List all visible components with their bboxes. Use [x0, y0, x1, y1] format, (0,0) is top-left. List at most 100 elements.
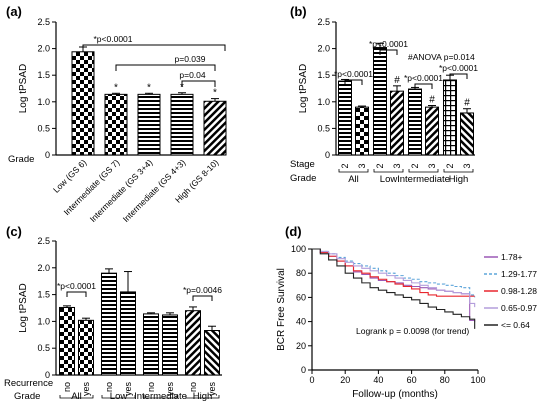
- panel-c-bar: [120, 291, 136, 376]
- panel-b-group-label: Low: [380, 174, 398, 185]
- panel-a-x-tick-label: Intermediate (GS 3+4): [88, 157, 155, 224]
- panel-c-annotation: *p=0.0046: [183, 285, 222, 295]
- panel-a-y-tick-label: 0.5: [37, 123, 50, 133]
- panel-d-x-tick-label: 100: [470, 375, 485, 385]
- panel-b-stage-label: 2: [340, 163, 350, 168]
- panel-c-bar: [78, 319, 94, 376]
- panel-c-group-bracket: [185, 395, 220, 399]
- panel-b-group-label: Intermediate: [397, 174, 450, 185]
- panel-a-bar-mark: *: [147, 82, 151, 93]
- panel-d-x-tick-label: 80: [440, 375, 450, 385]
- panel-b-annotation: *p<0.0001: [334, 69, 373, 79]
- panel-b-bar: [373, 47, 387, 156]
- panel-b-y-tick-label: 0: [325, 150, 330, 160]
- panel-a-bracket: [181, 80, 216, 87]
- panel-b-y-axis-label: Log tPSAD: [298, 64, 309, 113]
- panel-a-annotation: *p<0.0001: [94, 34, 133, 44]
- panel-b-bar-mark: #: [429, 95, 435, 106]
- panel-c-label: (c): [6, 224, 22, 239]
- panel-b-group-bracket: [443, 169, 474, 173]
- panel-c-bar: [59, 306, 75, 376]
- panel-c-y-tick-label: 0: [45, 370, 50, 380]
- panel-d-series-line: [312, 248, 476, 298]
- panel-d-y-tick-label: 80: [296, 268, 306, 278]
- panel-c-group-bracket: [101, 395, 136, 399]
- panel-b-bracket: [379, 49, 398, 55]
- panel-b-stage-label: 2: [375, 163, 385, 168]
- panel-d-legend-label: 1.29-1.77: [501, 269, 537, 279]
- panel-b-stage-label: 3: [427, 163, 437, 168]
- panel-b-row1-label: Stage: [290, 159, 315, 170]
- panel-a-annotation: p=0.04: [179, 70, 206, 80]
- panel-b-annotation: *p<0.0001: [439, 63, 478, 73]
- panel-c-annotation: *p<0.0001: [57, 281, 96, 291]
- panel-a-x-tick-label: Intermediate (GS 4+3): [121, 157, 188, 224]
- panel-c-y-tick-label: 1.0: [37, 316, 50, 326]
- panel-a-bracket: [115, 64, 216, 71]
- panel-b-bar: [425, 106, 439, 156]
- panel-a-y-tick-label: 1.0: [37, 97, 50, 107]
- panel-c-recurrence-label: no: [146, 382, 156, 392]
- panel-d-y-tick-label: 40: [296, 317, 306, 327]
- panel-a-row-label: Grade: [8, 154, 34, 165]
- panel-b-chart: 0 0.5 1.0 1.5 2.0 2.5 Log tPSAD 2 3 2 #3 2 #3 2 #3 Stag…: [290, 17, 478, 185]
- panel-d-legend-label: 1.78+: [501, 252, 523, 262]
- panel-b-group-bracket: [373, 169, 404, 173]
- panel-c-group-label: All: [71, 391, 82, 402]
- panel-c-row1-label: Recurrence: [4, 378, 53, 389]
- panel-d-y-axis-label: BCR Free Survival: [276, 268, 287, 351]
- panel-a-bar-mark: *: [213, 88, 217, 99]
- panel-d-y-tick-label: 20: [296, 341, 306, 351]
- panel-a-y-tick-label: 1.5: [37, 70, 50, 80]
- panel-b-y-tick-label: 0.5: [317, 123, 330, 133]
- panel-a-y-tick-label: 2.5: [37, 17, 50, 27]
- panel-d-y-tick-label: 0: [301, 365, 306, 375]
- panel-c-bar: [162, 314, 178, 376]
- panel-c-bracket: [192, 295, 213, 301]
- panel-d-series-line: [312, 248, 476, 329]
- panel-d-chart: 0 20 40 60 80 100 0 20 40 60 80 100 Follow-up (month…: [276, 244, 537, 400]
- panel-d-x-axis-label: Follow-up (months): [352, 389, 438, 400]
- panel-a-y-axis-label: Log tPSAD: [18, 64, 29, 113]
- panel-a-bar: [170, 93, 194, 156]
- panel-b-stage-label: 3: [462, 163, 472, 168]
- panel-b-y-tick-label: 1.5: [317, 70, 330, 80]
- panel-d-annotation: Logrank p = 0.0098 (for trend): [356, 326, 469, 336]
- panel-a-y-tick-label: 2.0: [37, 44, 50, 54]
- panel-b-bar: [355, 106, 369, 156]
- panel-b-bracket: [414, 83, 433, 89]
- panel-b-y-tick-label: 2.5: [317, 17, 330, 27]
- panel-b-bar: [338, 80, 352, 156]
- panel-c-group-label: High: [193, 391, 213, 402]
- panel-a-bar: [203, 100, 227, 156]
- panel-b-bar-mark: #: [394, 75, 400, 86]
- panel-b-group-label: All: [348, 174, 359, 185]
- panel-b-label: (b): [290, 4, 307, 19]
- panel-b-row2-label: Grade: [290, 173, 316, 184]
- panel-c-bar: [185, 310, 201, 376]
- panel-c-recurrence-label: yes: [81, 382, 91, 397]
- panel-b-group-label: High: [449, 174, 469, 185]
- panel-c-recurrence-label: no: [104, 382, 114, 392]
- panel-a-bracket: [82, 44, 226, 51]
- panel-d-x-tick-label: 20: [340, 375, 350, 385]
- panel-d-legend-label: 0.65-0.97: [501, 303, 537, 313]
- panel-b-anova-annotation: #ANOVA p=0.014: [408, 52, 475, 62]
- panel-b-group-bracket: [338, 169, 369, 173]
- panel-c-group-label: Intermediate: [134, 391, 187, 402]
- panel-d-legend-label: 0.98-1.28: [501, 286, 537, 296]
- panel-b-bar: [408, 88, 422, 156]
- panel-b-stage-label: 3: [392, 163, 402, 168]
- panel-d-x-tick-label: 60: [407, 375, 417, 385]
- panel-a-y-tick-label: 0: [45, 150, 50, 160]
- panel-d-x-tick-label: 40: [373, 375, 383, 385]
- panel-b-annotation: *p<0.0001: [404, 73, 443, 83]
- panel-a-x-tick-label: Intermediate (GS 7): [62, 157, 122, 217]
- panel-d-label: (d): [285, 224, 302, 239]
- panel-c-recurrence-label: no: [188, 382, 198, 392]
- panel-d-y-tick-label: 60: [296, 292, 306, 302]
- panel-c-recurrence-label: yes: [207, 382, 217, 397]
